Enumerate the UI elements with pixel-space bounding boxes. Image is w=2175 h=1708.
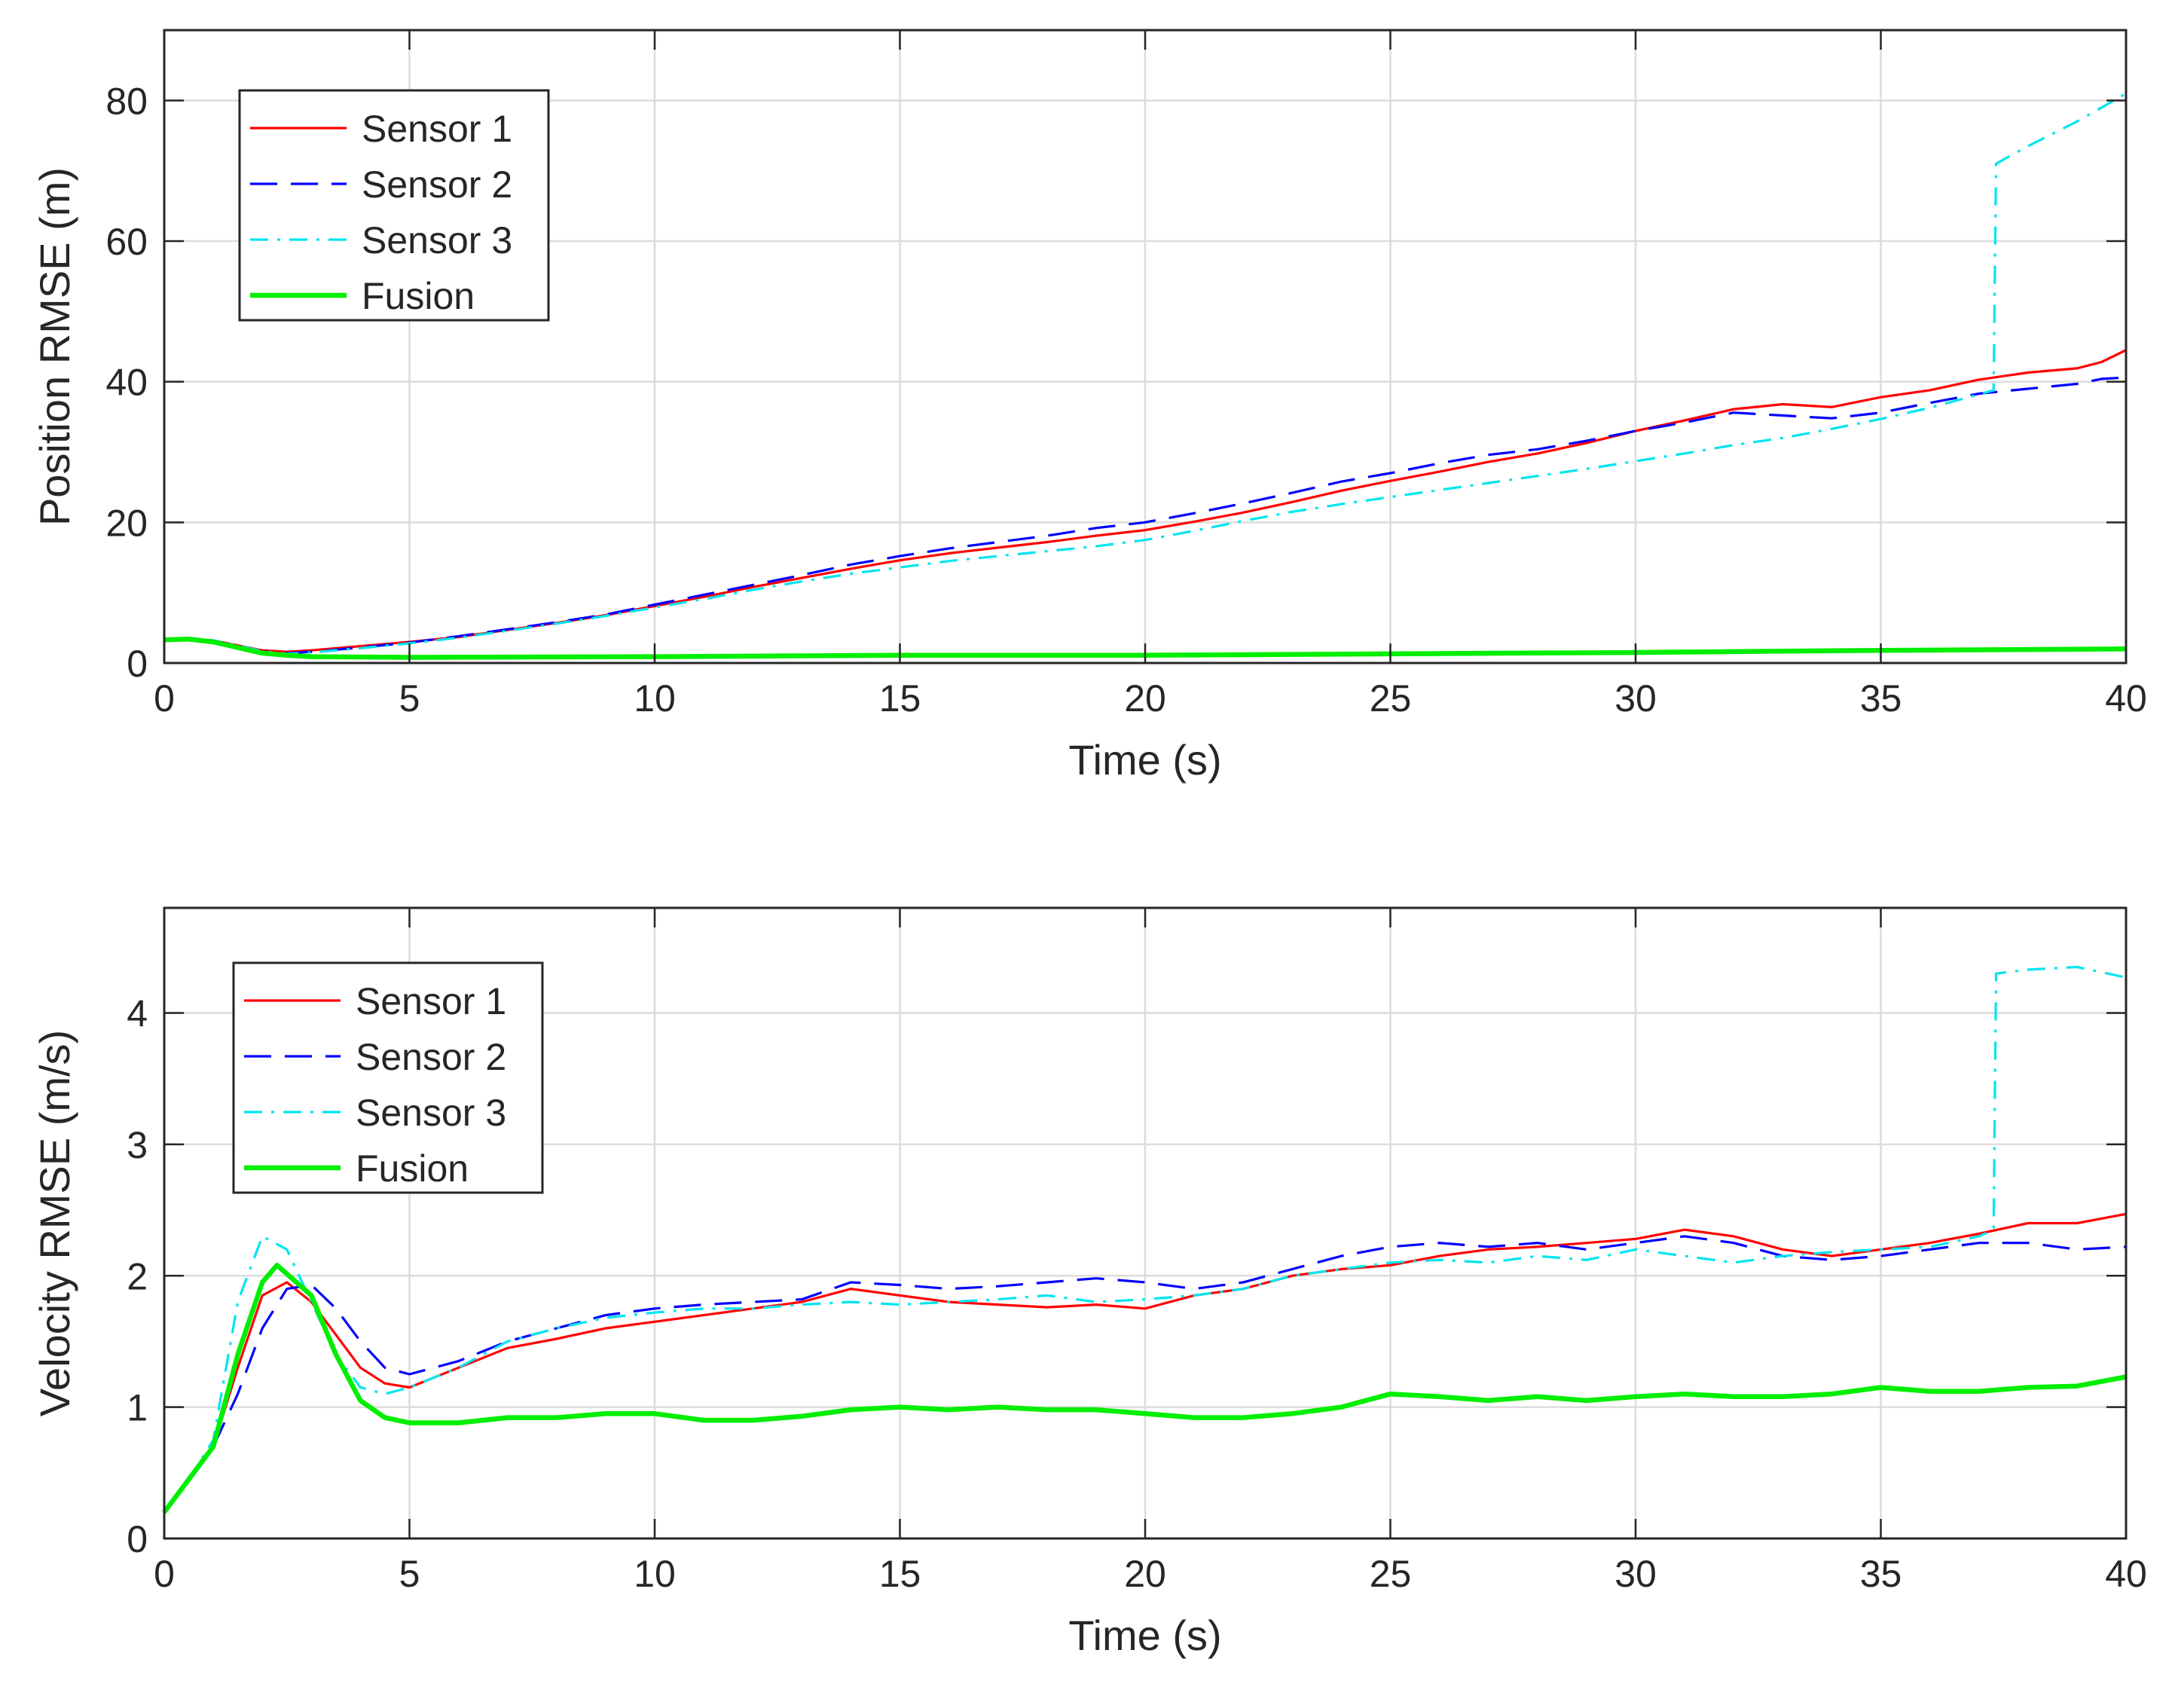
chart0-legend: Sensor 1 Sensor 2 Sensor 3 Fusion [238, 89, 550, 322]
position-rmse-plot: 0 5 10 15 20 25 30 35 40 0 20 40 60 80 Time (s) Positio… [31, 29, 2147, 784]
chart0-y-tick-label: 20 [105, 502, 148, 544]
chart1-y-tick-label: 1 [127, 1387, 148, 1429]
chart1-x-tick-label: 0 [154, 1553, 175, 1595]
chart0-legend-label-sensor-3: Sensor 3 [362, 219, 512, 261]
chart0-x-tick-label: 15 [879, 677, 921, 720]
chart1-y-tick-label: 2 [127, 1255, 148, 1297]
chart1-legend: Sensor 1 Sensor 2 Sensor 3 Fusion [232, 961, 544, 1194]
chart1-series-sensor-2-line [163, 1235, 2127, 1514]
chart1-x-tick-label: 35 [1860, 1553, 1902, 1595]
chart1-legend-label-sensor-2: Sensor 2 [356, 1036, 506, 1078]
chart0-series-sensor-2-line [163, 376, 2127, 655]
chart1-series-sensor-1-line [163, 1212, 2127, 1514]
chart0-x-tick-label: 10 [634, 677, 676, 720]
chart0-y-axis-label: Position RMSE (m) [31, 167, 78, 526]
chart0-x-tick-label: 20 [1124, 677, 1166, 720]
chart0-y-tick-label: 40 [105, 362, 148, 404]
chart1-x-tick-label: 25 [1370, 1553, 1412, 1595]
chart1-x-tick-label: 5 [399, 1553, 420, 1595]
chart0-x-tick-label: 30 [1614, 677, 1657, 720]
chart0-x-axis-label: Time (s) [1068, 736, 1221, 784]
chart1-legend-label-sensor-1: Sensor 1 [356, 980, 506, 1022]
chart0-legend-label-sensor-1: Sensor 1 [362, 108, 512, 150]
velocity-rmse-plot: 0 5 10 15 20 25 30 35 40 0 1 2 3 4 Time (s) Velocity RM… [31, 906, 2147, 1659]
chart0-y-tick-label: 60 [105, 221, 148, 263]
chart1-y-axis-label: Velocity RMSE (m/s) [31, 1030, 78, 1416]
chart0-legend-label-sensor-2: Sensor 2 [362, 163, 512, 206]
chart0-x-tick-label: 0 [154, 677, 175, 720]
chart0-legend-label-fusion: Fusion [362, 275, 475, 317]
chart1-x-tick-label: 20 [1124, 1553, 1166, 1595]
chart1-x-tick-label: 15 [879, 1553, 921, 1595]
chart1-legend-label-sensor-3: Sensor 3 [356, 1092, 506, 1134]
chart1-x-tick-label: 40 [2105, 1553, 2147, 1595]
chart1-y-tick-label: 3 [127, 1124, 148, 1166]
chart1-x-axis-label: Time (s) [1068, 1612, 1221, 1659]
chart0-x-tick-label: 40 [2105, 677, 2147, 720]
chart1-x-tick-label: 10 [634, 1553, 676, 1595]
chart0-y-tick-label: 80 [105, 80, 148, 122]
chart1-x-tick-label: 30 [1614, 1553, 1657, 1595]
chart1-y-tick-label: 4 [127, 993, 148, 1035]
chart1-legend-label-fusion: Fusion [356, 1147, 469, 1190]
chart0-x-tick-label: 5 [399, 677, 420, 720]
chart1-series-fusion-line [162, 1263, 2127, 1514]
chart1-series-sensor-3-line [163, 965, 2127, 1514]
chart1-y-tick-label: 0 [127, 1518, 148, 1560]
chart0-x-tick-label: 35 [1860, 677, 1902, 720]
chart0-series-sensor-3-line [163, 92, 2127, 655]
chart0-y-tick-label: 0 [127, 643, 148, 685]
chart0-x-tick-label: 25 [1370, 677, 1412, 720]
